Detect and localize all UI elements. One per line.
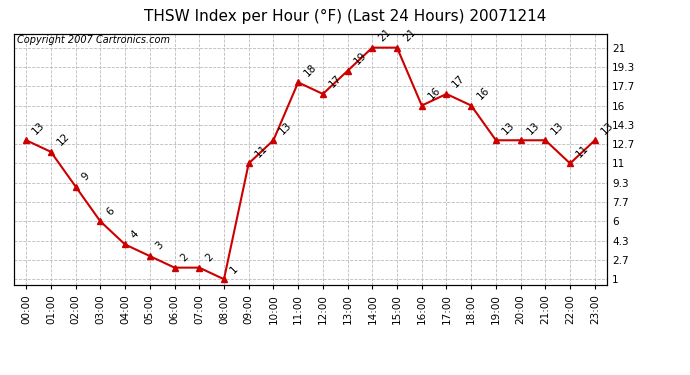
- Text: 16: 16: [475, 85, 492, 101]
- Text: 13: 13: [30, 120, 47, 136]
- Text: 19: 19: [352, 50, 368, 67]
- Text: 13: 13: [277, 120, 294, 136]
- Text: 16: 16: [426, 85, 442, 101]
- Text: 13: 13: [525, 120, 541, 136]
- Text: 11: 11: [253, 143, 269, 159]
- Text: 2: 2: [204, 252, 215, 264]
- Text: 13: 13: [599, 120, 615, 136]
- Text: 18: 18: [302, 62, 319, 78]
- Text: 11: 11: [574, 143, 591, 159]
- Text: 6: 6: [104, 206, 116, 217]
- Text: 1: 1: [228, 263, 240, 275]
- Text: 17: 17: [327, 74, 344, 90]
- Text: 12: 12: [55, 131, 72, 148]
- Text: 17: 17: [451, 74, 467, 90]
- Text: 9: 9: [80, 171, 92, 182]
- Text: THSW Index per Hour (°F) (Last 24 Hours) 20071214: THSW Index per Hour (°F) (Last 24 Hours)…: [144, 9, 546, 24]
- Text: 21: 21: [377, 27, 393, 44]
- Text: Copyright 2007 Cartronics.com: Copyright 2007 Cartronics.com: [17, 35, 170, 45]
- Text: 13: 13: [500, 120, 517, 136]
- Text: 3: 3: [154, 240, 166, 252]
- Text: 21: 21: [401, 27, 417, 44]
- Text: 2: 2: [179, 252, 190, 264]
- Text: 13: 13: [549, 120, 566, 136]
- Text: 4: 4: [129, 228, 141, 240]
